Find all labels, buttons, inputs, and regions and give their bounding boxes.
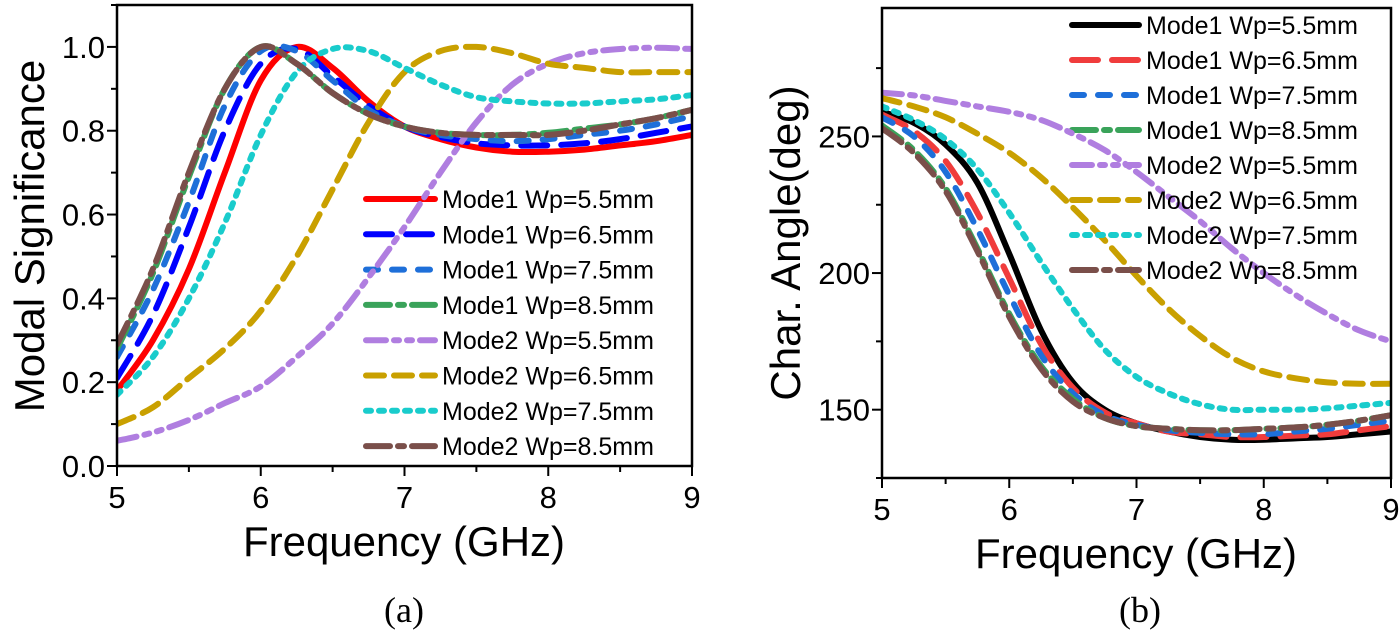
panel-caption: (a) (384, 590, 424, 630)
legend-label: Mode2 Wp=6.5mm (442, 363, 654, 391)
x-tick-label: 6 (1001, 492, 1018, 527)
series-line-6 (882, 103, 1391, 414)
x-tick-label: 9 (683, 480, 700, 515)
legend-label: Mode1 Wp=7.5mm (442, 257, 654, 285)
legend-label: Mode2 Wp=5.5mm (442, 327, 654, 355)
y-tick-label: 0.0 (62, 449, 105, 484)
series-line-4 (117, 44, 692, 444)
legend-label: Mode2 Wp=7.5mm (1146, 222, 1358, 250)
y-tick-label: 0.2 (62, 365, 105, 400)
x-tick-label: 9 (1382, 492, 1399, 527)
legend-label: Mode2 Wp=8.5mm (1146, 257, 1358, 285)
panel-b-char-angle: Frequency (GHz) Char. Angle(deg) (b) Mod… (762, 6, 1400, 630)
series-line-7 (117, 43, 692, 348)
x-tick-label: 5 (873, 492, 890, 527)
legend-label: Mode2 Wp=6.5mm (1146, 187, 1358, 215)
legend-label: Mode1 Wp=6.5mm (442, 221, 654, 249)
legend-label: Mode2 Wp=7.5mm (442, 398, 654, 426)
y-tick-label: 0.4 (62, 281, 105, 316)
y-axis-title: Modal Significance (6, 60, 53, 413)
x-tick-label: 5 (108, 480, 125, 515)
series-line-2 (882, 114, 1391, 438)
x-axis-title: Frequency (GHz) (975, 530, 1297, 577)
panel-a-modal-significance: Frequency (GHz) Modal Significance (a) M… (6, 3, 701, 630)
y-tick-label: 0.8 (62, 114, 105, 149)
series-line-7 (882, 125, 1391, 434)
series-line-5 (882, 95, 1391, 387)
series-line-4 (882, 89, 1391, 345)
y-tick-label: 1.0 (62, 30, 105, 65)
y-tick-label: 150 (818, 393, 870, 428)
y-tick-label: 0.6 (62, 198, 105, 233)
x-tick-label: 7 (1128, 492, 1145, 527)
legend-label: Mode1 Wp=6.5mm (1146, 47, 1358, 75)
legend-label: Mode1 Wp=7.5mm (1146, 82, 1358, 110)
legend-label: Mode2 Wp=5.5mm (1146, 152, 1358, 180)
y-tick-label: 250 (818, 119, 870, 154)
series-line-6 (117, 44, 692, 398)
y-tick-label: 200 (818, 256, 870, 291)
y-axis-title: Char. Angle(deg) (762, 85, 809, 400)
panel-caption: (b) (1119, 590, 1161, 630)
x-tick-label: 8 (1255, 492, 1272, 527)
legend-label: Mode1 Wp=8.5mm (1146, 117, 1358, 145)
legend-label: Mode2 Wp=8.5mm (442, 433, 654, 461)
series-line-5 (117, 43, 692, 428)
legend-label: Mode1 Wp=5.5mm (442, 186, 654, 214)
x-axis-title: Frequency (GHz) (243, 518, 565, 565)
x-tick-label: 7 (396, 480, 413, 515)
x-tick-label: 8 (540, 480, 557, 515)
legend-label: Mode1 Wp=5.5mm (1146, 12, 1358, 40)
legend-label: Mode1 Wp=8.5mm (442, 292, 654, 320)
x-tick-label: 6 (252, 480, 269, 515)
